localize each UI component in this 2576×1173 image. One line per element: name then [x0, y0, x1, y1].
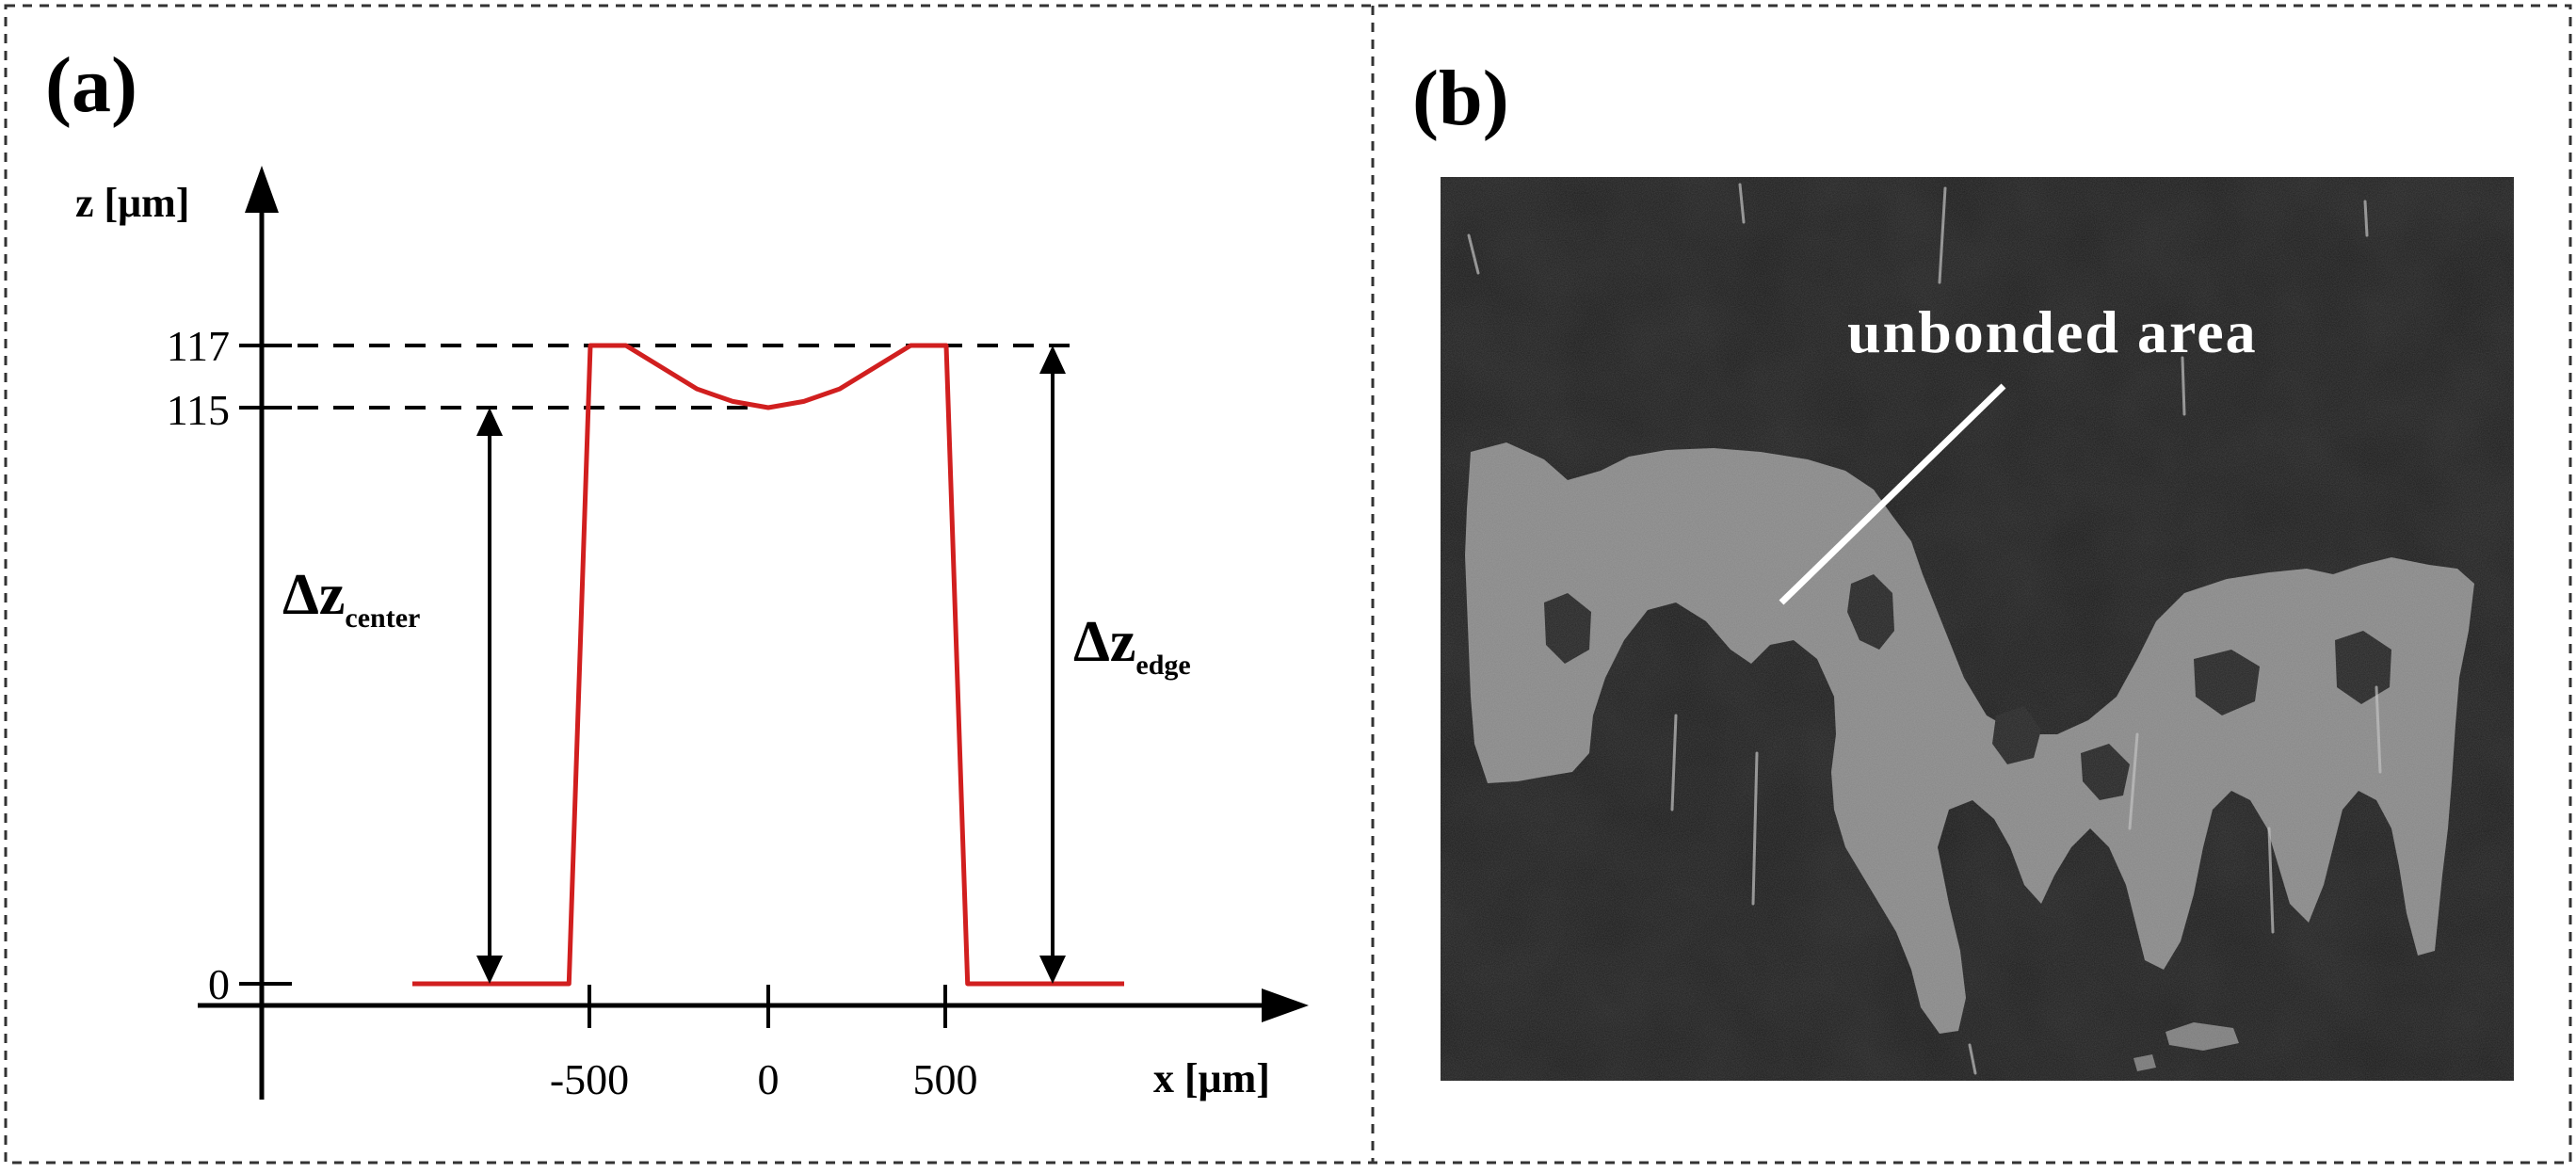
panel-a-label: (a): [45, 41, 137, 129]
x-axis-arrow-icon: [1262, 988, 1309, 1022]
delta-z-center-arrow: [476, 408, 503, 984]
y-tick-label-0: 0: [208, 960, 230, 1008]
unbonded-area-label: unbonded area: [1847, 298, 2258, 365]
unbonded-area-pointer: [1779, 383, 2006, 605]
y-tick-label-117: 117: [167, 322, 230, 370]
figure-frame: [4, 4, 2572, 1165]
delta-z-edge-arrow: [1039, 345, 1066, 984]
delta-z-center-label: Δzcenter: [282, 563, 420, 634]
panel-b: (b): [1412, 55, 2514, 1081]
y-tick-label-115: 115: [167, 386, 230, 434]
x-tick-label-500: 500: [913, 1055, 978, 1103]
y-axis-arrow-icon: [245, 166, 279, 213]
profile-line: [412, 343, 1124, 987]
y-axis-label: z [μm]: [75, 180, 189, 226]
delta-z-edge-label: Δzedge: [1073, 610, 1191, 681]
panel-a: (a) z [μm] x [μm] 117 115 0 -500 0 500: [45, 41, 1309, 1103]
x-tick-label-0: 0: [758, 1055, 780, 1103]
panel-b-label: (b): [1412, 55, 1509, 142]
x-tick-label-minus500: -500: [550, 1055, 629, 1103]
x-axis-label: x [μm]: [1153, 1055, 1270, 1101]
micrograph-image: [1441, 177, 2514, 1081]
